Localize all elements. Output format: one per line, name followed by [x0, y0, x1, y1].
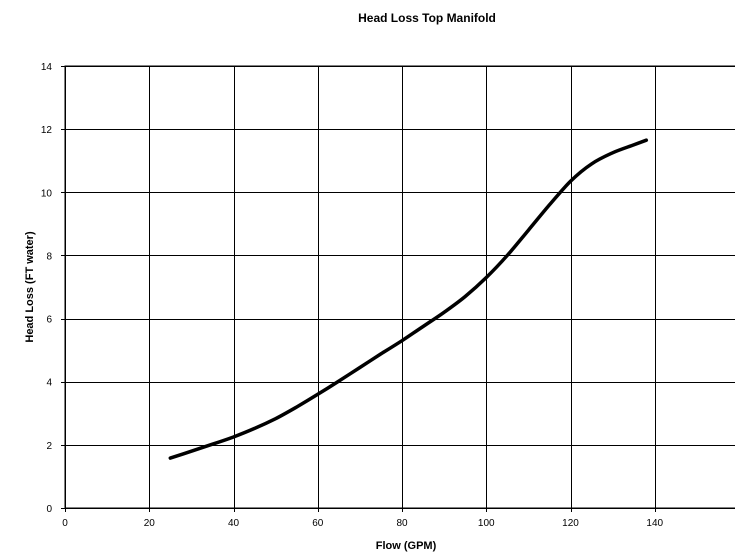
x-tick-label: 100	[478, 518, 495, 529]
x-tick-label: 140	[646, 518, 663, 529]
x-tick-label: 60	[312, 518, 324, 529]
x-tick-label: 0	[62, 518, 68, 529]
y-tick-label: 2	[46, 441, 52, 452]
y-tick-label: 6	[46, 315, 52, 326]
y-tick-label: 0	[46, 504, 52, 515]
y-tick-label: 14	[41, 62, 53, 73]
y-tick-label: 12	[41, 125, 53, 136]
x-tick-label: 120	[562, 518, 579, 529]
x-tick-label: 80	[396, 518, 408, 529]
y-tick-label: 10	[41, 188, 53, 199]
x-tick-labels: 0204060801001201401	[62, 518, 663, 529]
y-axis-label: Head Loss (FT water)	[24, 231, 36, 343]
x-tick-label: 20	[144, 518, 156, 529]
y-tick-labels: 0 2 4 6 8 10 12 14	[41, 62, 53, 515]
plot-frame	[64, 65, 735, 509]
series-line	[168, 138, 649, 460]
x-tick-label: 40	[228, 518, 240, 529]
y-tick-label: 8	[46, 251, 52, 262]
y-tick-label: 4	[46, 378, 52, 389]
chart-title: Head Loss Top Manifold	[358, 11, 496, 25]
x-axis-label: Flow (GPM)	[376, 540, 437, 552]
gridlines	[61, 66, 735, 512]
series-group	[168, 138, 649, 460]
